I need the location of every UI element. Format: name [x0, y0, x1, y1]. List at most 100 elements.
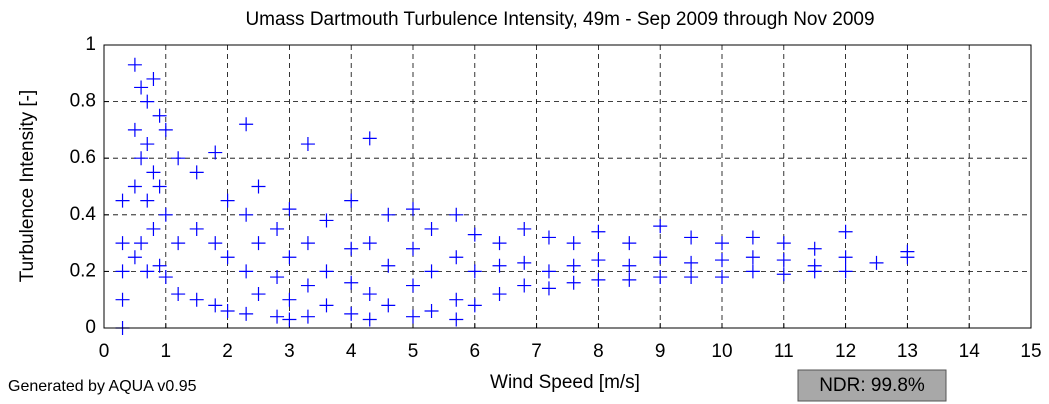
scatter-point — [424, 221, 439, 236]
scatter-point — [541, 264, 556, 279]
scatter-point — [158, 122, 173, 137]
scatter-point — [344, 275, 359, 290]
scatter-point — [344, 306, 359, 321]
scatter-point — [171, 287, 186, 302]
scatter-point — [134, 236, 149, 251]
scatter-point — [517, 255, 532, 270]
x-tick-label: 14 — [959, 341, 981, 362]
scatter-point — [406, 309, 420, 324]
scatter-point — [492, 236, 507, 251]
scatter-point — [319, 298, 334, 313]
scatter-point — [189, 292, 204, 307]
scatter-point — [406, 241, 420, 256]
scatter-point — [869, 255, 884, 270]
scatter-point — [653, 250, 668, 265]
scatter-point — [282, 312, 297, 327]
x-tick-label: 13 — [897, 341, 918, 362]
scatter-point — [158, 207, 173, 222]
scatter-point — [319, 264, 334, 279]
scatter-point — [776, 267, 791, 282]
scatter-point — [622, 258, 637, 273]
scatter-point — [653, 270, 668, 285]
scatter-point — [344, 193, 359, 208]
scatter-point — [381, 298, 396, 313]
scatter-point — [319, 213, 334, 228]
scatter-point — [745, 230, 760, 245]
scatter-point — [517, 221, 532, 236]
scatter-point — [591, 253, 606, 268]
y-tick-label: 0.8 — [70, 91, 96, 112]
scatter-point — [684, 230, 699, 245]
scatter-point — [591, 224, 606, 239]
scatter-point — [115, 193, 130, 208]
scatter-point — [900, 250, 915, 265]
scatter-point — [362, 131, 377, 146]
x-tick-label: 9 — [655, 341, 666, 362]
scatter-point — [115, 236, 130, 251]
scatter-point — [152, 258, 167, 273]
scatter-point — [140, 193, 155, 208]
chart-title: Umass Dartmouth Turbulence Intensity, 49… — [245, 9, 874, 30]
scatter-point — [541, 230, 556, 245]
x-tick-label: 3 — [284, 341, 295, 362]
scatter-point — [189, 165, 204, 180]
scatter-point — [127, 179, 142, 194]
scatter-point — [220, 250, 235, 265]
scatter-point — [745, 264, 760, 279]
scatter-point — [449, 312, 464, 327]
scatter-point — [220, 304, 235, 319]
x-tick-label: 8 — [593, 341, 604, 362]
x-tick-label: 10 — [711, 341, 732, 362]
scatter-point — [282, 250, 297, 265]
scatter-point — [270, 221, 285, 236]
x-axis-label: Wind Speed [m/s] — [490, 372, 640, 393]
scatter-point — [492, 258, 507, 273]
scatter-point — [208, 298, 223, 313]
scatter-point — [653, 219, 668, 234]
scatter-point — [424, 304, 439, 319]
x-tick-label: 4 — [346, 341, 357, 362]
scatter-point — [208, 236, 223, 251]
scatter-point — [406, 278, 420, 293]
scatter-point — [807, 241, 822, 256]
scatter-point — [541, 281, 556, 296]
scatter-point — [362, 312, 377, 327]
scatter-point — [270, 309, 285, 324]
scatter-point — [115, 264, 130, 279]
scatter-point — [467, 264, 482, 279]
y-tick-label: 0.4 — [70, 204, 97, 225]
scatter-point — [282, 292, 297, 307]
x-tick-label: 7 — [531, 341, 542, 362]
scatter-point — [152, 108, 167, 123]
scatter-point — [745, 250, 760, 265]
scatter-point — [776, 236, 791, 251]
scatter-point — [684, 270, 699, 285]
x-tick-label: 5 — [408, 341, 419, 362]
ndr-label: NDR: 99.8% — [819, 375, 925, 396]
scatter-point — [208, 145, 223, 160]
scatter-point — [838, 264, 853, 279]
scatter-point — [115, 292, 130, 307]
scatter-point — [251, 287, 266, 302]
scatter-point — [146, 71, 161, 86]
scatter-point — [776, 253, 791, 268]
scatter-point — [239, 264, 254, 279]
scatter-point — [406, 202, 420, 217]
scatter-point — [622, 272, 637, 287]
scatter-point — [251, 236, 266, 251]
scatter-point — [127, 122, 142, 137]
scatter-point — [715, 236, 729, 251]
scatter-point — [134, 80, 149, 95]
x-tick-label: 1 — [161, 341, 172, 362]
scatter-point — [517, 278, 532, 293]
scatter-point — [251, 179, 266, 194]
scatter-point — [344, 241, 359, 256]
scatter-point — [220, 193, 235, 208]
scatter-point — [467, 298, 482, 313]
scatter-point — [171, 151, 186, 166]
scatter-point — [239, 306, 254, 321]
x-tick-label: 6 — [470, 341, 481, 362]
scatter-point — [838, 250, 853, 265]
scatter-point — [146, 165, 161, 180]
x-tick-label: 0 — [99, 341, 110, 362]
